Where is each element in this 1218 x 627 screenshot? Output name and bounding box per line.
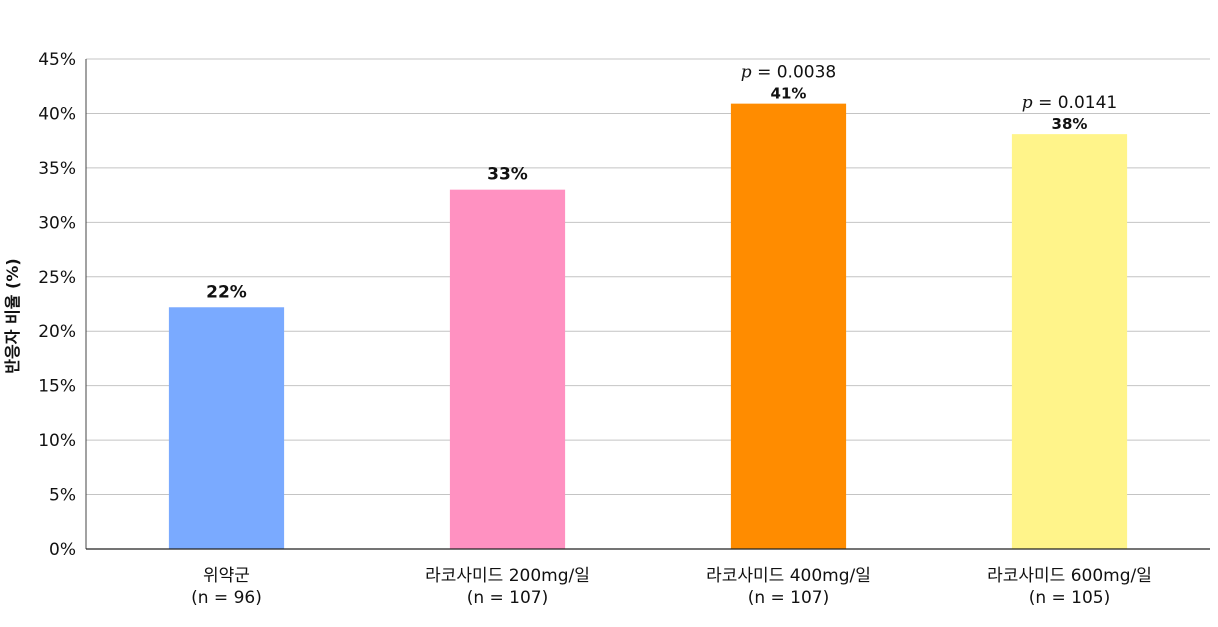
y-tick-label: 35% [38,159,76,179]
data-label: 33% [487,165,528,185]
p-value: 0.0038 [777,63,836,83]
category-labels: 위약군(n = 96)라코사미드 200mg/일(n = 107)라코사미드 4… [191,566,1152,608]
y-tick-label: 45% [38,50,76,70]
data-label: 41% [771,85,807,103]
bar [449,189,566,549]
p-equals: = [1033,93,1058,113]
y-tick-label: 15% [38,377,76,397]
bar [730,103,847,550]
p-value: 0.0141 [1058,93,1117,113]
category-count: (n = 107) [467,588,549,608]
y-tick-label: 10% [38,431,76,451]
p-symbol: p [1022,93,1033,113]
p-equals: = [752,63,777,83]
y-tick-labels: 0% 5% 10% 15% 20% 25% 30% 35% 40% 45% [38,50,76,560]
bar [168,307,285,549]
category-count: (n = 107) [748,588,830,608]
p-value-label: p = 0.0141 [1022,93,1117,113]
bar [1011,134,1128,549]
y-tick-label: 5% [49,486,76,506]
data-label: 22% [206,282,247,302]
p-value-label: p = 0.0038 [741,63,836,83]
bars [168,103,1128,550]
y-tick-label: 20% [38,322,76,342]
category-count: (n = 105) [1029,588,1111,608]
p-symbol: p [741,63,752,83]
data-label: 38% [1052,115,1088,133]
y-tick-label: 30% [38,213,76,233]
category-count: (n = 96) [191,588,262,608]
axes [85,59,1210,550]
y-axis-label: 반응자 비율 (%) [3,258,22,373]
y-tick-label: 40% [38,104,76,124]
y-tick-label: 0% [49,540,76,560]
category-name: 라코사미드 200mg/일 [425,566,590,586]
y-tick-label: 25% [38,268,76,288]
category-name: 라코사미드 600mg/일 [987,566,1152,586]
category-name: 위약군 [203,566,250,586]
category-name: 라코사미드 400mg/일 [706,566,871,586]
data-labels: 22% 33% 41% p = 0.0038 38% p = 0.0141 [206,63,1117,303]
